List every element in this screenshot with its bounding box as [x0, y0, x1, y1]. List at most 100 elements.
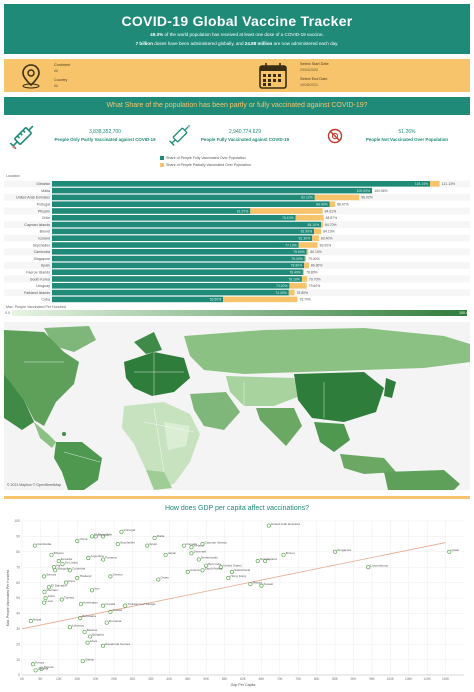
bar-total-label: 83.00% [320, 243, 332, 247]
bar-full-label: 82.12% [301, 196, 313, 200]
point-label: Laos [46, 599, 53, 603]
scatter-point [42, 574, 47, 579]
point-label: Tunisia [64, 596, 74, 600]
scatter-point [119, 529, 124, 534]
calendar-icon [259, 63, 287, 89]
x-tick-label: 45K [185, 677, 192, 681]
scatter-point [104, 620, 109, 625]
point-label: Bhutan [54, 551, 64, 555]
x-tick-label: 85K [332, 677, 339, 681]
x-tick-label: 90K [351, 677, 358, 681]
scatter-point [88, 634, 93, 639]
bar-partly [289, 283, 307, 289]
bar-partly [223, 296, 298, 303]
bar-full-label: 81.30% [299, 237, 311, 241]
bar-partly [304, 255, 307, 262]
point-label: Netherlands [201, 556, 218, 560]
scatter-point [333, 549, 338, 554]
point-label: Zambia [38, 667, 49, 671]
scatter-point [226, 575, 231, 581]
kpi-partly-label: People Only Partly Vaccinated against CO… [54, 137, 156, 142]
bar-full-label: 74.00% [275, 291, 287, 295]
point-label: Cambodia [37, 542, 51, 546]
bar-total-label: 84.87% [326, 216, 338, 220]
point-label: Belarus [87, 628, 98, 632]
scatter-point [49, 552, 54, 557]
scatter-point [89, 588, 95, 593]
bar-fully [52, 262, 305, 269]
point-label: United Arab Emirates [271, 522, 301, 526]
y-tick-label: 80 [16, 550, 20, 554]
point-label: Thailand [79, 574, 91, 578]
point-label: India [48, 594, 55, 598]
point-label: Kenya [35, 660, 44, 664]
scatter-point [229, 569, 235, 574]
point-label: United States [223, 563, 242, 567]
x-tick-label: 75K [295, 677, 302, 681]
bar-legend-fully: Share of People Fully Vaccinated Over Po… [160, 156, 246, 161]
point-label: Japan [168, 551, 177, 555]
point-label: Colombia [72, 566, 85, 570]
scatter-point [266, 523, 271, 528]
scatter-point [80, 659, 85, 664]
y-tick-label: 70 [16, 565, 20, 569]
bar-total-label: 75.80% [297, 291, 309, 295]
vaccination-bar-chart: Gibraltar 118.14% 121.13% Malta 100.00% 100.0… [4, 180, 470, 303]
bar-fully [52, 201, 330, 207]
scatter-point [30, 662, 36, 667]
world-choropleth-map[interactable]: © 2021 Mapbox © OpenStreetMap [4, 322, 470, 490]
bar-fully [52, 221, 322, 228]
bar-fully [52, 215, 296, 221]
bar-full-label: 78.40% [289, 271, 301, 275]
scatter-point [100, 643, 106, 648]
start-date-input[interactable]: 29/04/2020 [300, 68, 318, 72]
end-date-input[interactable]: 10/28/2021 [300, 83, 318, 87]
scatter-point [33, 668, 38, 673]
bar-full-label: 81.90% [301, 230, 313, 234]
point-label: Bulgaria [92, 633, 104, 637]
bar-total-label: 79.70% [309, 277, 321, 281]
point-label: Austria [190, 568, 200, 572]
country-select[interactable]: All [54, 84, 58, 88]
scatter-point [281, 552, 286, 557]
bar-partly [314, 194, 360, 201]
point-label: Brunei [286, 551, 295, 555]
kpi-fully-value: 2,940,774,629 [229, 129, 261, 135]
bar-category-label: Spain [41, 264, 50, 268]
scatter-point [100, 534, 106, 539]
scatter-point [32, 543, 37, 548]
continent-select[interactable]: All [54, 69, 58, 73]
point-label: China [79, 537, 87, 541]
scatter-point [39, 666, 44, 671]
bar-category-label: Gibraltar [36, 182, 51, 186]
scatter-point [28, 619, 33, 624]
y-axis-label: Max. People Vaccinated Per Hundred [6, 570, 10, 627]
bar-total-label: 79.60% [309, 284, 321, 288]
bar-full-label: 84.10% [308, 223, 320, 227]
point-label: Ireland [267, 557, 277, 561]
x-tick-label: 65K [259, 677, 266, 681]
point-label: Switzerland [234, 568, 250, 572]
section-divider [4, 496, 470, 499]
point-label: Kuwait [264, 582, 273, 586]
point-label: Singapore [337, 548, 351, 552]
y-tick-label: 90 [16, 535, 20, 539]
bar-full-label: 79.00% [291, 257, 303, 261]
point-label: Fiji [56, 563, 60, 567]
syringe-icon [9, 125, 34, 150]
scatter-point [115, 542, 120, 547]
point-label: Botswana [82, 614, 96, 618]
point-label: Mongolia [57, 566, 70, 570]
bar-full-label: 100.00% [357, 189, 370, 193]
x-tick-label: 95K [369, 677, 376, 681]
bar-category-label: South Korea [30, 277, 50, 281]
scatter-point [108, 609, 113, 614]
scatter-point [259, 583, 264, 588]
y-tick-label: 100 [14, 519, 20, 523]
x-tick-label: 110K [424, 677, 432, 681]
bar-partly [301, 276, 308, 282]
y-tick-label: 30 [16, 627, 20, 631]
x-tick-label: 105K [405, 677, 413, 681]
bar-total-label: 84.70% [325, 223, 337, 227]
x-tick-label: 15K [74, 677, 81, 681]
